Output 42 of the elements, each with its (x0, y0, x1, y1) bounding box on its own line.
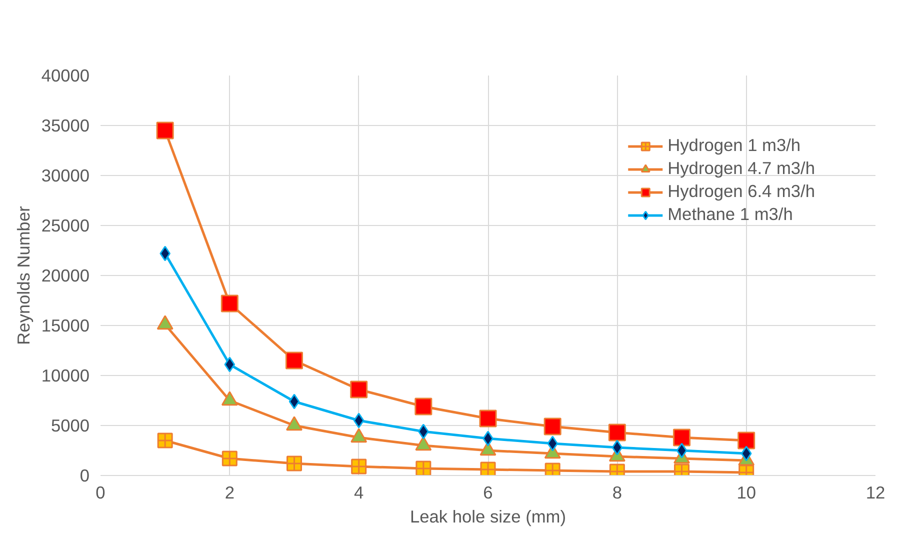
point (286, 456, 302, 472)
x-tick-label: 6 (483, 482, 493, 502)
y-tick-label: 5000 (50, 416, 90, 436)
point (350, 380, 368, 398)
point (286, 352, 303, 370)
y-tick-label: 30000 (41, 166, 90, 186)
x-tick-label: 8 (612, 482, 622, 502)
point (479, 410, 497, 428)
legend-label: Hydrogen 1 m3/h (668, 135, 801, 156)
point (351, 458, 367, 474)
point (673, 428, 690, 446)
y-tick-label: 40000 (41, 66, 90, 86)
point (612, 440, 623, 456)
x-tick-label: 0 (96, 482, 106, 502)
point (608, 424, 626, 442)
y-tick-label: 15000 (41, 316, 90, 336)
point (222, 450, 238, 466)
point (220, 294, 238, 312)
point (738, 432, 756, 450)
x-tick-label: 12 (866, 482, 886, 502)
point (544, 418, 562, 436)
point (224, 356, 236, 372)
point (288, 394, 300, 410)
legend-label: Hydrogen 4.7 m3/h (668, 158, 815, 179)
y-tick-label: 20000 (41, 266, 90, 286)
y-tick-label: 0 (80, 466, 90, 486)
legend-label: Hydrogen 6.4 m3/h (668, 181, 815, 202)
point (157, 432, 173, 448)
x-tick-label: 4 (354, 482, 364, 502)
y-tick-label: 35000 (41, 116, 90, 136)
y-tick-label: 25000 (41, 216, 90, 236)
y-tick-label: 10000 (41, 366, 90, 386)
point (156, 122, 174, 140)
point (740, 446, 752, 462)
x-tick-label: 2 (224, 482, 234, 502)
legend-label: Methane 1 m3/h (668, 204, 793, 225)
point (676, 442, 688, 458)
x-tick-label: 10 (736, 482, 756, 502)
y-axis-title: Reynolds Number (13, 206, 34, 345)
point (414, 398, 432, 416)
point (353, 412, 364, 428)
x-axis-title: Leak hole size (mm) (410, 506, 566, 526)
